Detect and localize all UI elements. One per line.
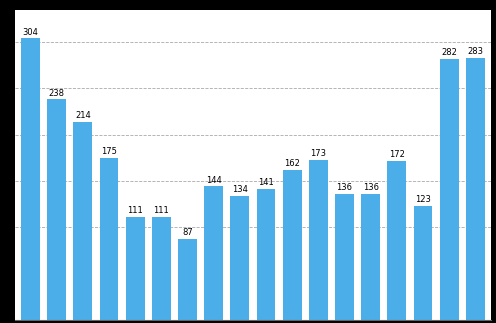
Bar [21,38,40,320]
Bar [387,161,406,320]
Bar [126,217,145,320]
Text: 111: 111 [127,206,143,215]
Text: 144: 144 [206,176,222,185]
Text: 134: 134 [232,185,248,194]
Bar [309,160,328,320]
Bar [414,206,433,320]
Bar [283,170,302,320]
Text: 214: 214 [75,111,91,120]
Text: 283: 283 [467,47,483,56]
Text: 136: 136 [363,183,378,192]
Bar [47,99,66,320]
Text: 172: 172 [389,150,405,159]
Text: 282: 282 [441,48,457,57]
Bar [361,194,380,320]
Bar [178,239,197,320]
Bar [256,189,275,320]
Text: 238: 238 [49,89,65,98]
Text: 304: 304 [23,27,39,36]
Bar [73,122,92,320]
Text: 141: 141 [258,178,274,187]
Bar [231,196,249,320]
Text: 136: 136 [336,183,353,192]
Text: 173: 173 [310,149,326,158]
Text: 123: 123 [415,195,431,204]
Text: 111: 111 [154,206,169,215]
Bar [152,217,171,320]
Bar [335,194,354,320]
Bar [466,58,485,320]
Text: 162: 162 [284,159,300,168]
Text: 175: 175 [101,147,117,156]
Text: 87: 87 [182,228,193,237]
Bar [440,59,459,320]
Bar [204,186,223,320]
Bar [100,158,119,320]
